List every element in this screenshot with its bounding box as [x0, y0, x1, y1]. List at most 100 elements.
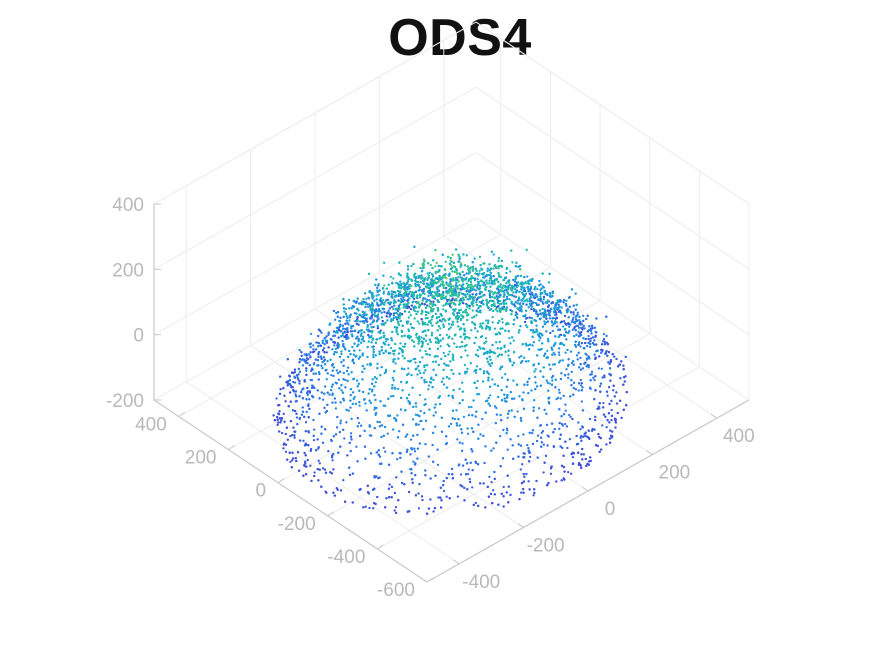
data-point [563, 374, 567, 377]
data-point [533, 294, 536, 298]
data-point [471, 316, 474, 319]
data-point [372, 355, 375, 359]
data-point [534, 286, 537, 289]
data-point [366, 324, 369, 327]
data-point [603, 343, 606, 346]
data-point [346, 331, 349, 334]
data-point [575, 333, 578, 336]
data-point [465, 272, 468, 275]
data-point [551, 292, 554, 295]
data-point [519, 274, 523, 278]
data-point [485, 350, 489, 353]
data-point [548, 272, 551, 276]
data-point [452, 308, 455, 311]
data-point [458, 311, 461, 314]
data-point [331, 393, 334, 397]
data-point [463, 287, 466, 291]
data-point [355, 379, 359, 382]
data-point [323, 428, 327, 431]
data-point [280, 431, 284, 435]
data-point [302, 439, 305, 442]
data-point [452, 355, 455, 358]
data-point [331, 383, 334, 386]
data-point [598, 385, 602, 388]
data-point [422, 337, 426, 340]
data-point [493, 296, 496, 299]
data-point [576, 311, 579, 314]
data-point [312, 396, 315, 399]
data-point [553, 313, 557, 317]
data-point [589, 379, 592, 382]
data-point [535, 295, 539, 298]
data-point [547, 281, 551, 284]
data-point [551, 363, 555, 366]
data-point [325, 335, 328, 338]
data-point [388, 313, 392, 316]
data-point [542, 375, 545, 378]
data-point [442, 304, 445, 307]
data-point [498, 340, 501, 344]
data-point [592, 336, 595, 339]
data-point [292, 371, 295, 374]
data-point [448, 350, 451, 353]
data-point [375, 301, 379, 304]
data-point [546, 349, 549, 352]
data-point [520, 310, 523, 313]
data-point [580, 323, 583, 326]
data-point [485, 319, 488, 322]
data-point [296, 376, 299, 379]
data-point [579, 333, 583, 337]
data-point [394, 291, 397, 294]
data-point [526, 380, 529, 384]
data-point [569, 350, 573, 353]
data-point [303, 380, 306, 383]
data-point [569, 323, 572, 326]
data-point [347, 298, 351, 302]
data-point [574, 329, 577, 332]
data-point [521, 285, 524, 289]
data-point [602, 332, 606, 336]
data-point [496, 295, 499, 299]
data-point [331, 362, 335, 366]
data-point [409, 359, 413, 362]
data-point [605, 443, 608, 446]
data-point [505, 286, 509, 289]
data-point [504, 323, 508, 326]
data-point [481, 268, 484, 271]
data-point [298, 382, 301, 385]
data-point [429, 263, 432, 267]
data-point [504, 373, 507, 376]
data-point [420, 317, 423, 321]
data-point [460, 292, 463, 295]
data-point [437, 363, 441, 367]
data-point [337, 345, 341, 348]
y-axis-line [153, 399, 428, 583]
data-point [378, 352, 381, 356]
data-point [369, 363, 373, 366]
data-point [416, 310, 419, 313]
data-point [393, 304, 396, 307]
data-point [543, 320, 546, 323]
data-point [333, 397, 337, 400]
data-point [586, 314, 589, 317]
data-point [390, 293, 393, 296]
data-point [346, 316, 349, 320]
data-point [357, 323, 360, 326]
data-point [482, 294, 485, 297]
data-point [341, 339, 344, 343]
data-point [512, 285, 515, 288]
data-point [488, 279, 491, 282]
data-point [303, 359, 306, 362]
data-point [412, 300, 415, 303]
data-point [485, 324, 488, 328]
data-point [400, 298, 404, 302]
axes-box [153, 21, 750, 583]
data-point [304, 361, 307, 364]
data-point [454, 276, 458, 280]
data-point [275, 397, 278, 400]
data-point [429, 306, 433, 310]
data-point [530, 317, 534, 320]
data-point [322, 356, 326, 359]
data-point [305, 410, 308, 414]
data-point [544, 313, 547, 316]
